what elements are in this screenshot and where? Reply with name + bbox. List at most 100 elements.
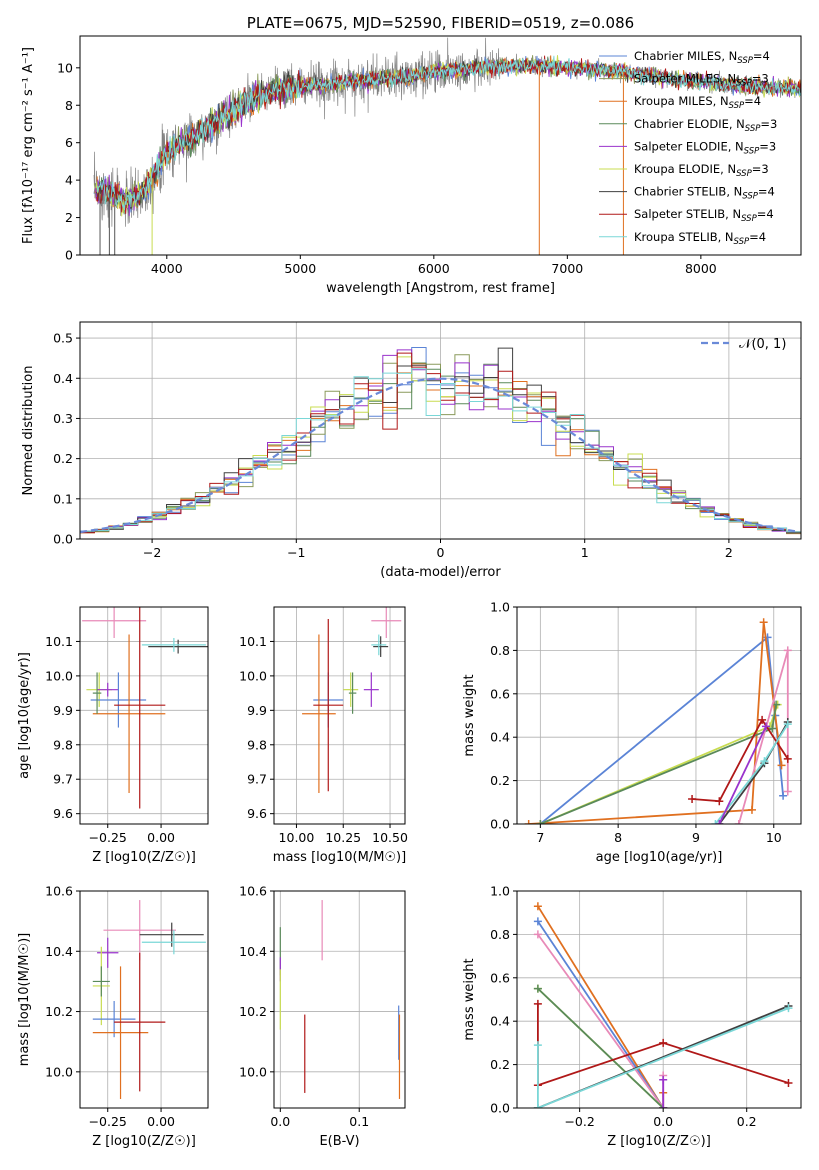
- tick-label-x: 7: [536, 830, 544, 845]
- tick-label-y: 0: [65, 248, 73, 263]
- legend-label: 𝒩(0, 1): [739, 337, 786, 352]
- tick-label-x: −1: [287, 545, 305, 560]
- tick-label-y: 10.0: [239, 668, 267, 683]
- tick-label-y: 9.7: [247, 772, 267, 787]
- tick-label-y: 10.0: [45, 1064, 73, 1079]
- weight-marker: [784, 1004, 793, 1013]
- panel-mass_vs_Z: −0.25 0.00 10.0 10.2 10.4 10.6 Z [log10(Z/Z☉)]…: [17, 884, 209, 1149]
- weight-marker: [777, 761, 786, 770]
- tick-label-x: 10.00: [279, 830, 315, 845]
- weight-marker: [715, 797, 724, 806]
- weight-marker: [783, 646, 792, 655]
- axes-frame: [79, 321, 802, 540]
- tick-label-x: 10.50: [372, 830, 408, 845]
- tick-label-y: 1.0: [490, 600, 510, 615]
- tick-label-y: 10.4: [45, 944, 73, 959]
- weight-series-line: [539, 704, 779, 824]
- legend-label: Kroupa STELIB, NSSP=4: [634, 230, 766, 247]
- tick-label-x: 10: [766, 830, 782, 845]
- axes-frame: [273, 606, 406, 825]
- weight-series-line: [539, 704, 777, 824]
- tick-label-y: 9.8: [247, 737, 267, 752]
- weight-marker: [533, 999, 542, 1008]
- x-axis-label: wavelength [Angstrom, rest frame]: [326, 281, 555, 296]
- tick-label-y: 10.2: [239, 1004, 267, 1019]
- axes-frame: [79, 606, 209, 825]
- y-axis-label: mass weight: [462, 958, 477, 1040]
- y-axis-label: mass [log10(M/M☉)]: [17, 933, 32, 1066]
- tick-label-x: 0.0: [270, 1114, 290, 1129]
- panel-weight_vs_Z: −0.2 0.0 0.2 0.0 0.2 0.4 0.6 0.8 1.0 Z [log10(Z/Z…: [462, 884, 802, 1149]
- weight-series-line: [528, 622, 783, 824]
- tick-label-y: 10.6: [239, 884, 267, 899]
- weight-marker: [533, 984, 542, 993]
- weight-marker: [533, 930, 542, 939]
- tick-label-y: 0.4: [490, 1014, 510, 1029]
- weight-marker: [759, 618, 768, 627]
- axes-frame: [273, 890, 406, 1109]
- model-spectrum-line: [96, 55, 801, 211]
- axes-frame: [516, 606, 802, 825]
- panel-spectrum: 4000 5000 6000 7000 8000 0 2 4 6 8 10 wavelength [A…: [21, 14, 802, 296]
- tick-label-x: 0.00: [147, 1114, 175, 1129]
- weight-series-line: [718, 726, 767, 824]
- tick-label-y: 0.2: [490, 1057, 510, 1072]
- tick-label-y: 0.3: [53, 411, 73, 426]
- axes-frame: [79, 890, 209, 1109]
- plot-area-mass_vs_ebv: [274, 891, 405, 1108]
- tick-label-x: 4000: [151, 261, 183, 276]
- weight-series-line: [537, 1007, 789, 1108]
- weight-marker: [768, 724, 777, 733]
- legend-label: Salpeter STELIB, NSSP=4: [634, 207, 774, 224]
- weight-marker: [747, 805, 756, 814]
- weight-marker: [758, 715, 767, 724]
- weight-marker: [659, 1104, 668, 1108]
- weight-marker: [533, 1104, 542, 1108]
- weight-series-line: [692, 718, 789, 803]
- panel-weight_vs_age: 7 8 9 10 0.0 0.2 0.4 0.6 0.8 1.0 age [log10(age/yr…: [462, 600, 802, 865]
- legend-label: Kroupa MILES, NSSP=4: [634, 94, 761, 111]
- tick-label-x: −2: [143, 545, 161, 560]
- plot-area-mass_vs_Z: [80, 891, 208, 1108]
- tick-label-y: 0.0: [53, 532, 73, 547]
- weight-marker: [761, 722, 770, 731]
- tick-label-y: 9.8: [53, 737, 73, 752]
- weight-marker: [688, 795, 697, 804]
- weight-series-line: [537, 987, 664, 1108]
- tick-label-y: 0.8: [490, 927, 510, 942]
- x-axis-label: Z [log10(Z/Z☉)]: [92, 850, 196, 865]
- tick-label-y: 9.6: [53, 806, 73, 821]
- x-axis-label: (data-model)/error: [380, 565, 501, 580]
- tick-label-y: 0.6: [490, 686, 510, 701]
- weight-marker: [533, 902, 542, 911]
- legend-label: Kroupa ELODIE, NSSP=3: [634, 162, 769, 179]
- tick-label-y: 10.6: [45, 884, 73, 899]
- tick-label-x: 0.1: [349, 1114, 369, 1129]
- axes-frame: [79, 35, 802, 256]
- panel-mass_vs_ebv: 0.0 0.1 10.0 10.2 10.4 10.6 E(B-V): [239, 884, 406, 1149]
- weight-series-line: [539, 635, 784, 824]
- weight-marker: [779, 791, 788, 800]
- legend-label: Chabrier STELIB, NSSP=4: [634, 185, 775, 202]
- x-axis-label: E(B-V): [319, 1134, 359, 1149]
- tick-label-x: 8000: [685, 261, 717, 276]
- weight-marker: [715, 820, 724, 824]
- tick-label-y: 0.1: [53, 491, 73, 506]
- tick-label-x: 7000: [551, 261, 583, 276]
- plot-area-residuals: [80, 322, 801, 539]
- tick-label-y: 10.4: [239, 944, 267, 959]
- tick-label-y: 0.2: [490, 773, 510, 788]
- tick-label-y: 0.5: [53, 331, 73, 346]
- tick-label-y: 0.2: [53, 451, 73, 466]
- plot-area-spectrum: [93, 37, 801, 255]
- tick-label-y: 10.0: [45, 668, 73, 683]
- tick-label-y: 0.8: [490, 643, 510, 658]
- panel-age_vs_Z: −0.25 0.00 9.6 9.7 9.8 9.9 10.0 10.1 Z [log10(Z/…: [17, 606, 209, 865]
- plot-area-age_vs_mass: [274, 607, 405, 824]
- weight-marker: [772, 700, 781, 709]
- plot-area-age_vs_Z: [80, 607, 208, 824]
- tick-label-x: −0.2: [564, 1114, 594, 1129]
- tick-label-y: 10.1: [239, 634, 267, 649]
- weight-marker: [524, 820, 533, 824]
